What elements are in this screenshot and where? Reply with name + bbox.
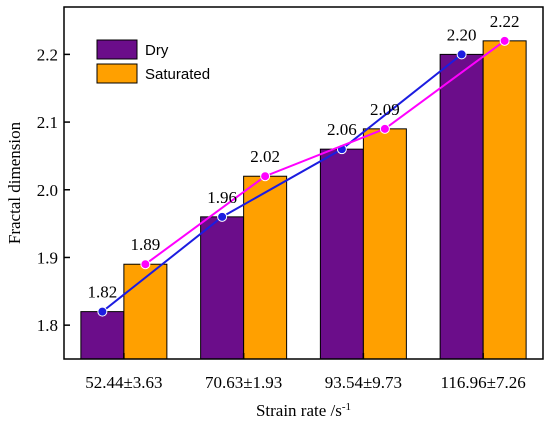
x-tick-label-3: 93.54±9.73 [325,373,402,392]
x-tick-label-4: 116.96±7.26 [441,373,526,392]
y-tick-label-3: 2.0 [37,181,58,200]
y-tick-label-4: 2.1 [37,113,58,132]
x-axis-label-text: Strain rate /s [256,401,342,420]
y-axis-label: Fractal dimension [5,121,24,244]
data-label-dry-4: 2.20 [447,25,477,44]
bar-dry-1 [80,311,125,360]
data-label-saturated-2: 2.02 [250,147,280,166]
legend-swatch-dry [96,39,138,60]
marker-saturated-1 [140,259,151,270]
axes-layer: 1.8 1.9 2.0 2.1 2.2 52.44±3.63 70.63±1.93 93.54… [37,45,526,392]
data-label-dry-1: 1.82 [88,283,118,302]
marker-dry-2 [217,211,228,222]
data-labels-layer: 1.82 1.96 2.06 2.20 1.89 2.02 2.09 2.22 [88,12,520,302]
legend-swatch-saturated [96,63,138,84]
legend: Dry Saturated [96,39,210,84]
x-tick-label-1: 52.44±3.63 [85,373,162,392]
bars-layer [80,40,527,360]
x-axis-label: Strain rate /s-1 [256,401,351,420]
bar-saturated-1 [123,263,168,360]
data-label-saturated-3: 2.09 [370,100,400,119]
y-tick-label-2: 1.9 [37,248,58,267]
marker-dry-4 [456,49,467,60]
marker-saturated-2 [260,171,271,182]
legend-label-dry: Dry [145,42,169,59]
bar-saturated-4 [482,40,527,360]
trend-lines-layer [97,35,510,317]
marker-saturated-3 [379,123,390,134]
data-label-dry-2: 1.96 [207,188,237,207]
data-label-dry-3: 2.06 [327,120,357,139]
bar-dry-2 [200,216,245,360]
y-tick-label-1: 1.8 [37,316,58,335]
plot-frame [63,6,544,360]
marker-dry-1 [97,306,108,317]
legend-label-saturated: Saturated [145,66,210,83]
x-tick-label-2: 70.63±1.93 [205,373,282,392]
bar-dry-4 [439,53,484,360]
bar-dry-3 [319,148,364,360]
data-label-saturated-1: 1.89 [131,235,161,254]
marker-saturated-4 [499,35,510,46]
trend-line-dry [101,53,463,313]
bar-saturated-3 [362,128,407,360]
data-label-saturated-4: 2.22 [490,12,520,31]
trend-line-saturated [144,40,506,266]
y-tick-label-5: 2.2 [37,45,58,64]
x-axis-label-exponent: -1 [342,401,351,413]
bar-saturated-2 [243,175,288,360]
